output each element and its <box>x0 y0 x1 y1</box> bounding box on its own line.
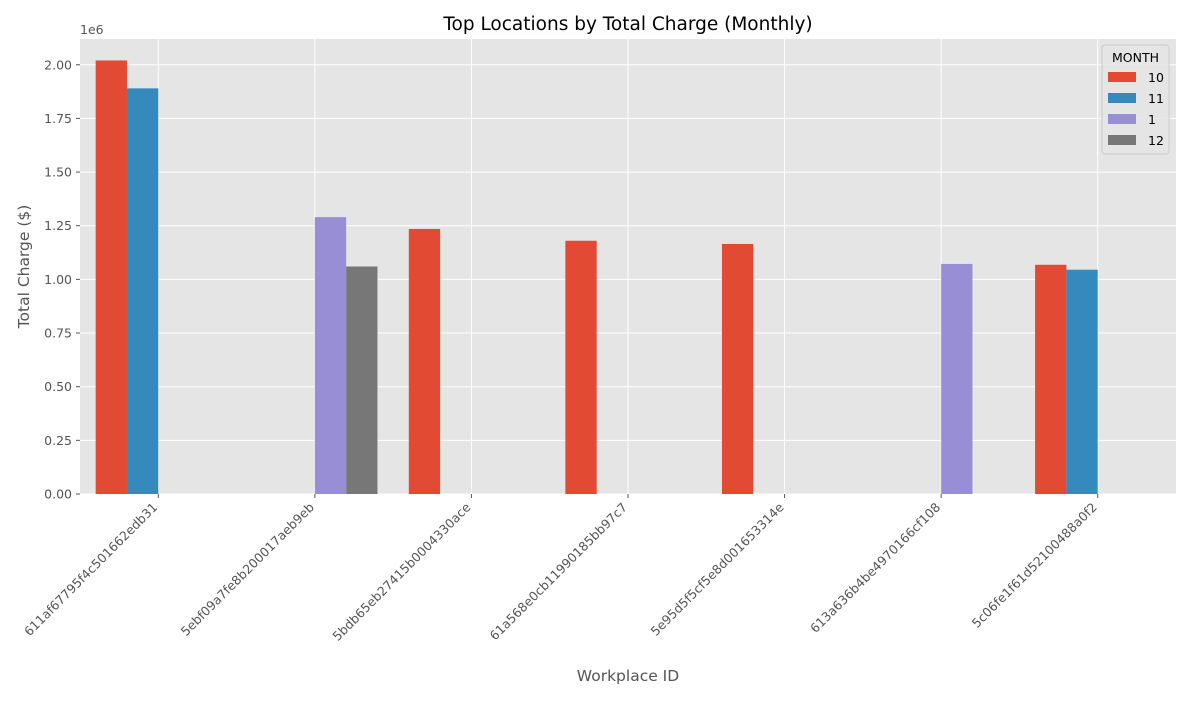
y-tick-label: 1.00 <box>44 272 72 287</box>
y-tick-label: 0.50 <box>44 379 72 394</box>
x-tick-label: 61a568e0cb11990185bb97c7 <box>487 500 631 644</box>
legend-item[interactable]: 10 <box>1108 70 1164 85</box>
bar[interactable] <box>346 266 378 495</box>
x-tick-label: 5e95d5f5cf5e8d001653314e <box>647 499 786 638</box>
legend-item[interactable]: 1 <box>1108 112 1156 127</box>
bar[interactable] <box>941 263 973 494</box>
x-tick-label: 611af67795f4c501662edb31 <box>21 500 160 639</box>
x-axis-label: Workplace ID <box>577 667 679 685</box>
legend-swatch <box>1108 114 1136 124</box>
bar[interactable] <box>314 217 347 495</box>
legend-item[interactable]: 11 <box>1108 91 1164 106</box>
y-axis-ticks: 0.00 0.25 0.50 0.75 1.00 1.25 1.50 1.75 2.00 <box>44 57 80 502</box>
bar[interactable] <box>126 88 159 494</box>
y-axis-offset-label: 1e6 <box>80 22 104 37</box>
y-tick-label: 1.50 <box>44 165 72 180</box>
bar[interactable] <box>408 228 441 494</box>
legend-swatch <box>1108 135 1136 145</box>
x-tick-label: 5c06fe1f61d52100488a0f2 <box>969 500 1100 631</box>
legend-title: MONTH <box>1112 50 1159 65</box>
legend-swatch <box>1108 93 1136 103</box>
legend-swatch <box>1108 72 1136 82</box>
x-tick-label: 613a636b4be4970166cf108 <box>807 499 943 635</box>
legend-label: 12 <box>1148 133 1164 148</box>
y-tick-label: 1.75 <box>44 111 72 126</box>
bar[interactable] <box>565 240 597 494</box>
bar[interactable] <box>1066 269 1098 494</box>
bar[interactable] <box>1035 264 1067 494</box>
y-tick-label: 1.25 <box>44 218 72 233</box>
x-tick-label: 5ebf09a7fe8b200017aeb9eb <box>178 499 317 638</box>
y-tick-label: 0.25 <box>44 433 72 448</box>
legend-label: 11 <box>1148 91 1164 106</box>
bar[interactable] <box>95 60 127 494</box>
plot-area <box>80 39 1176 495</box>
x-tick-label: 5bdb65eb27415b0004330ace <box>329 499 473 643</box>
y-tick-label: 2.00 <box>44 57 72 72</box>
bars <box>95 60 1098 495</box>
bar[interactable] <box>721 243 754 494</box>
y-tick-label: 0.00 <box>44 487 72 502</box>
legend-label: 1 <box>1148 112 1156 127</box>
chart-title: Top Locations by Total Charge (Monthly) <box>442 14 812 35</box>
x-axis-ticks: 611af67795f4c501662edb31 5ebf09a7fe8b2000… <box>21 494 1100 644</box>
y-tick-label: 0.75 <box>44 326 72 341</box>
legend-item[interactable]: 12 <box>1108 133 1164 148</box>
y-axis-label: Total Charge ($) <box>15 205 33 330</box>
legend-label: 10 <box>1148 70 1164 85</box>
